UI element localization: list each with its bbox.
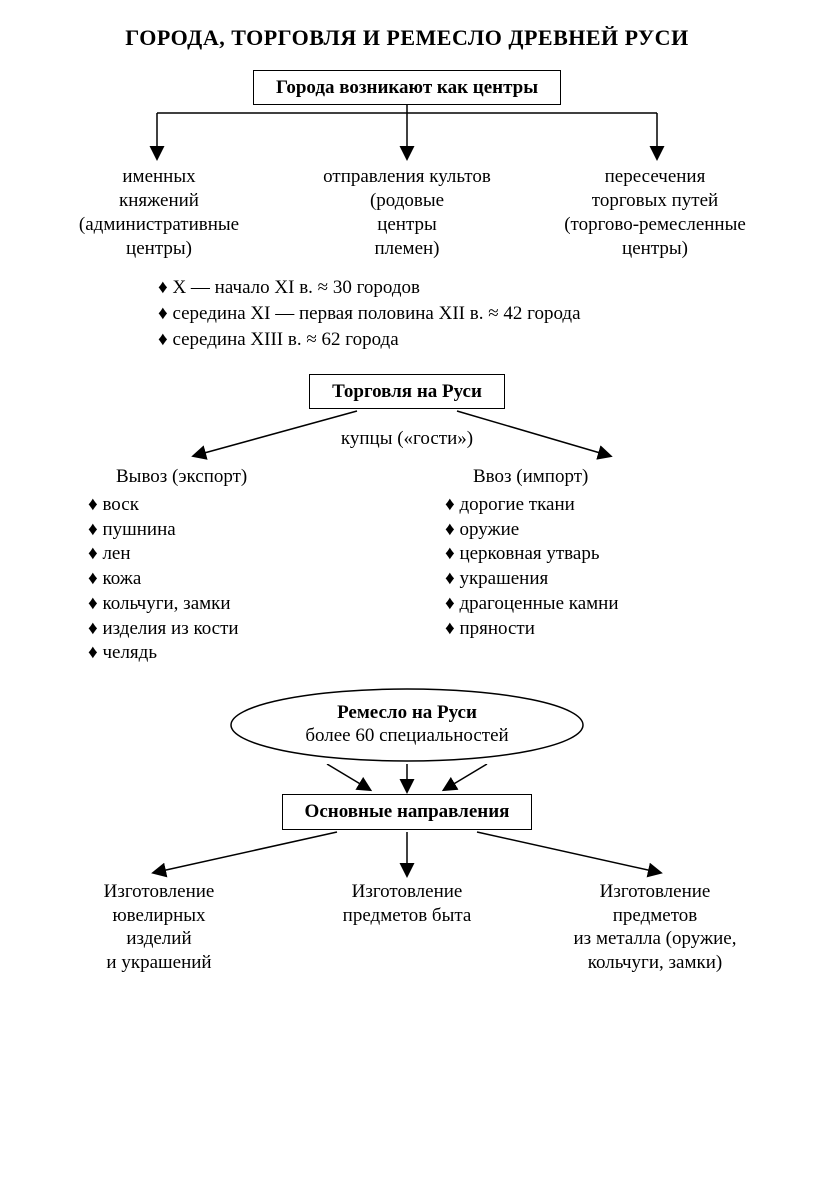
craft-branch-3: Изготовлениепредметовиз металла (оружие,… bbox=[536, 880, 774, 975]
trade-box: Торговля на Руси bbox=[309, 374, 505, 410]
craft-ellipse: Ремесло на Руси более 60 специальностей bbox=[227, 686, 587, 764]
cities-branches: именныхкняжений(административныецентры) … bbox=[40, 165, 774, 260]
list-item: ♦ церковная утварь bbox=[445, 542, 774, 566]
list-item: ♦ пушнина bbox=[88, 518, 417, 542]
cities-branch-3: пересеченияторговых путей(торгово-ремесл… bbox=[536, 165, 774, 260]
craft-ellipse-arrows bbox=[227, 764, 587, 794]
bullet-icon: ♦ bbox=[88, 519, 102, 540]
bullet-icon: ♦ bbox=[88, 543, 102, 564]
list-item: ♦ изделия из кости bbox=[88, 617, 417, 641]
bullet-icon: ♦ bbox=[88, 568, 102, 589]
list-item: ♦ лен bbox=[88, 542, 417, 566]
list-item-label: дорогие ткани bbox=[459, 494, 574, 515]
list-item-label: пряности bbox=[459, 618, 534, 639]
list-item-label: кольчуги, замки bbox=[102, 593, 230, 614]
craft-branch-1: Изготовлениеювелирныхизделийи украшений bbox=[40, 880, 278, 975]
craft-ellipse-sub: более 60 специальностей bbox=[305, 725, 508, 748]
list-item: ♦ кожа bbox=[88, 567, 417, 591]
list-item: ♦ оружие bbox=[445, 518, 774, 542]
bullet-icon: ♦ bbox=[88, 494, 102, 515]
list-item-label: драгоценные камни bbox=[459, 593, 618, 614]
bullet-icon: ♦ bbox=[445, 568, 459, 589]
list-item: ♦ кольчуги, замки bbox=[88, 592, 417, 616]
list-item-label: оружие bbox=[459, 519, 519, 540]
list-item-label: кожа bbox=[102, 568, 141, 589]
list-item-label: воск bbox=[102, 494, 138, 515]
bullet-icon: ♦ bbox=[445, 519, 459, 540]
bullet-icon: ♦ bbox=[445, 543, 459, 564]
list-item: ♦ украшения bbox=[445, 567, 774, 591]
list-item: ♦ драгоценные камни bbox=[445, 592, 774, 616]
import-list: ♦ дорогие ткани♦ оружие♦ церковная утвар… bbox=[445, 493, 774, 641]
bullet-icon: ♦ bbox=[445, 593, 459, 614]
import-title: Ввоз (импорт) bbox=[445, 465, 774, 489]
bullet-icon: ♦ bbox=[158, 277, 168, 298]
list-item-label: изделия из кости bbox=[102, 618, 238, 639]
bullet-icon: ♦ bbox=[88, 642, 102, 663]
list-item: ♦ пряности bbox=[445, 617, 774, 641]
list-item: ♦ челядь bbox=[88, 641, 417, 665]
cities-branch-2: отправления культов(родовыецентрыплемен) bbox=[288, 165, 526, 260]
bullet-icon: ♦ bbox=[158, 329, 168, 350]
stat-1: X — начало XI в. ≈ 30 городов bbox=[172, 277, 420, 298]
craft-branches: Изготовлениеювелирныхизделийи украшений … bbox=[40, 880, 774, 975]
export-list: ♦ воск♦ пушнина♦ лен♦ кожа♦ кольчуги, за… bbox=[88, 493, 417, 665]
bullet-icon: ♦ bbox=[445, 618, 459, 639]
page-title: ГОРОДА, ТОРГОВЛЯ И РЕМЕСЛО ДРЕВНЕЙ РУСИ bbox=[40, 24, 774, 52]
bullet-icon: ♦ bbox=[88, 593, 102, 614]
craft-branch-2: Изготовлениепредметов быта bbox=[288, 880, 526, 975]
bullet-icon: ♦ bbox=[158, 303, 168, 324]
bullet-icon: ♦ bbox=[88, 618, 102, 639]
list-item-label: пушнина bbox=[102, 519, 175, 540]
bullet-icon: ♦ bbox=[445, 494, 459, 515]
export-title: Вывоз (экспорт) bbox=[88, 465, 417, 489]
city-stats: ♦ X — начало XI в. ≈ 30 городов ♦ середи… bbox=[158, 276, 774, 351]
stat-3: середина XIII в. ≈ 62 города bbox=[172, 329, 398, 350]
craft-ellipse-title: Ремесло на Руси bbox=[337, 702, 477, 725]
list-item-label: челядь bbox=[102, 642, 157, 663]
stat-2: середина XI — первая половина XII в. ≈ 4… bbox=[172, 303, 580, 324]
directions-box: Основные направления bbox=[282, 794, 533, 830]
cities-box: Города возникают как центры bbox=[253, 70, 561, 106]
craft-arrows bbox=[47, 830, 767, 880]
list-item: ♦ дорогие ткани bbox=[445, 493, 774, 517]
list-item-label: церковная утварь bbox=[459, 543, 599, 564]
cities-branch-1: именныхкняжений(административныецентры) bbox=[40, 165, 278, 260]
list-item-label: лен bbox=[102, 543, 130, 564]
trade-subtitle: купцы («гости») bbox=[40, 427, 774, 451]
cities-arrows bbox=[47, 105, 767, 165]
list-item: ♦ воск bbox=[88, 493, 417, 517]
list-item-label: украшения bbox=[459, 568, 548, 589]
